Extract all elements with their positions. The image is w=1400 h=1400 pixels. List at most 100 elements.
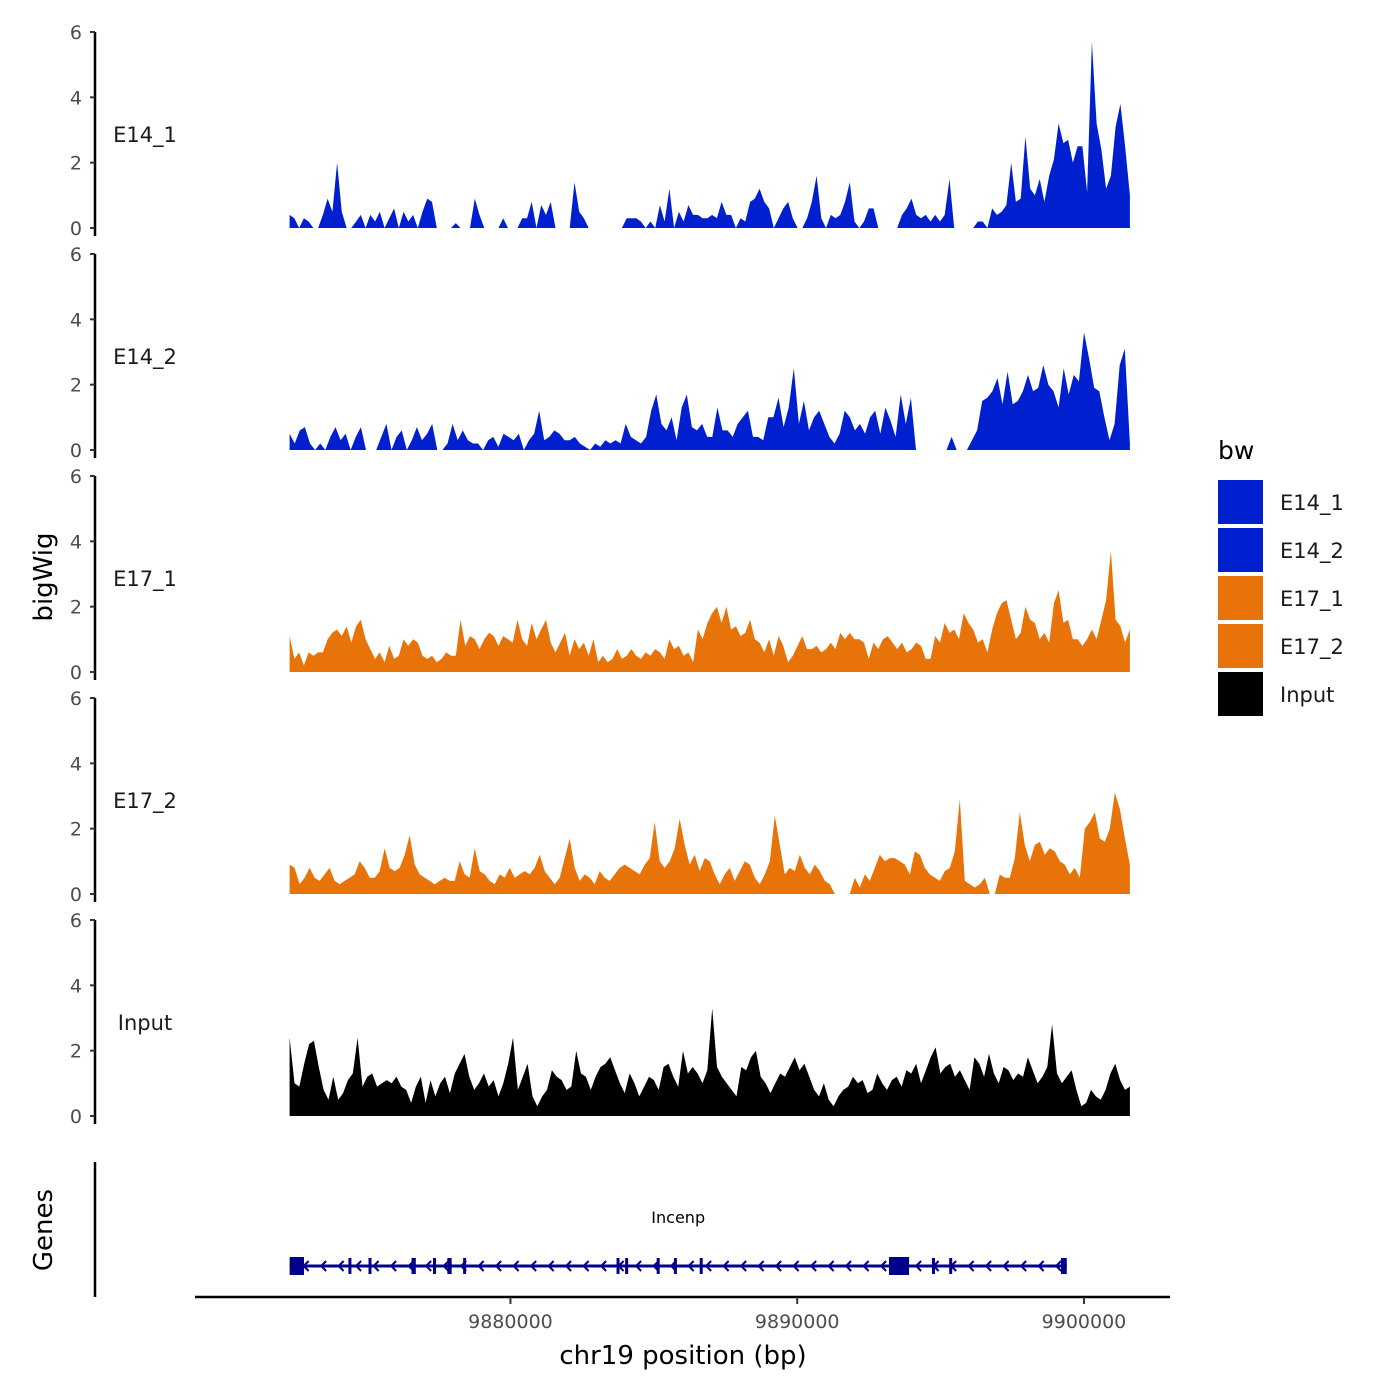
track-panel-e14-2: 0 2 4 6 E14_2 <box>70 244 1130 462</box>
strand-arrow <box>1054 1260 1062 1272</box>
y-tick-label: 6 <box>70 910 82 932</box>
strand-arrow <box>862 1260 870 1272</box>
gene-exon <box>699 1258 703 1274</box>
y-tick-label: 6 <box>70 22 82 44</box>
gene-model: Incenp <box>289 1208 1067 1275</box>
track-label: E14_2 <box>113 345 177 370</box>
track-label: E17_2 <box>113 789 177 814</box>
track-label: E14_1 <box>113 123 177 148</box>
genes-axis-title: Genes <box>29 1189 59 1271</box>
bigwig-track-panels: 0 2 4 6 E14_1 0 2 4 6 E14_2 0 2 4 6 E17_1 0 2 4 6 E17_2 0 2 4 6… <box>70 22 1130 1128</box>
strand-arrow <box>1019 1260 1027 1272</box>
gene-exon <box>888 1257 910 1275</box>
x-axis-title: chr19 position (bp) <box>559 1341 806 1371</box>
signal-area-e14-1 <box>289 41 1130 228</box>
signal-area-e17-2 <box>289 792 1130 894</box>
gene-name-label: Incenp <box>651 1208 705 1227</box>
strand-arrow <box>442 1260 450 1272</box>
x-tick-label: 9880000 <box>468 1311 553 1333</box>
x-tick-label: 9890000 <box>755 1311 840 1333</box>
legend-swatch <box>1218 672 1263 716</box>
y-tick-label: 2 <box>70 1041 82 1063</box>
gene-exon <box>433 1258 437 1274</box>
strand-arrow <box>687 1260 695 1272</box>
strand-arrow <box>582 1260 590 1272</box>
y-tick-label: 2 <box>70 375 82 397</box>
legend-swatch <box>1218 624 1263 668</box>
legend-label: E14_2 <box>1280 539 1344 564</box>
strand-arrow <box>809 1260 817 1272</box>
strand-arrow <box>722 1260 730 1272</box>
strand-arrow <box>967 1260 975 1272</box>
strand-arrow <box>984 1260 992 1272</box>
strand-arrow <box>757 1260 765 1272</box>
strand-arrow <box>319 1260 327 1272</box>
strand-arrow <box>389 1260 397 1272</box>
gene-exon <box>949 1258 953 1274</box>
strand-arrow <box>879 1260 887 1272</box>
strand-arrow <box>914 1260 922 1272</box>
track-panel-input: 0 2 4 6 Input <box>70 910 1130 1128</box>
gene-exon <box>625 1258 629 1274</box>
legend-swatch <box>1218 528 1263 572</box>
gene-exon <box>368 1258 372 1274</box>
strand-arrow <box>739 1260 747 1272</box>
y-tick-label: 0 <box>70 440 82 462</box>
gene-exon <box>447 1258 452 1274</box>
legend-item: E14_2 <box>1218 528 1344 572</box>
y-tick-label: 2 <box>70 597 82 619</box>
y-tick-label: 6 <box>70 244 82 266</box>
gene-exon <box>1061 1258 1067 1274</box>
strand-arrow <box>599 1260 607 1272</box>
strand-arrow <box>477 1260 485 1272</box>
gene-exon <box>931 1258 935 1274</box>
y-axis-title: bigWig <box>29 532 59 621</box>
y-tick-label: 0 <box>70 884 82 906</box>
gene-exon <box>289 1257 304 1275</box>
strand-arrow <box>494 1260 502 1272</box>
legend-item: E17_2 <box>1218 624 1344 668</box>
track-panel-e17-1: 0 2 4 6 E17_1 <box>70 466 1130 684</box>
strand-arrow <box>1002 1260 1010 1272</box>
x-axis: 9880000 9890000 9900000 chr19 position (bp… <box>195 1295 1170 1371</box>
y-tick-label: 4 <box>70 531 82 553</box>
strand-arrow <box>512 1260 520 1272</box>
legend-label: E14_1 <box>1280 491 1344 516</box>
legend-swatch <box>1218 576 1263 620</box>
y-tick-label: 4 <box>70 975 82 997</box>
strand-arrow <box>354 1260 362 1272</box>
y-tick-label: 2 <box>70 153 82 175</box>
gene-exon <box>348 1258 352 1274</box>
signal-area-e14-2 <box>289 332 1130 450</box>
track-panel-e14-1: 0 2 4 6 E14_1 <box>70 22 1130 240</box>
x-tick-label: 9900000 <box>1042 1311 1127 1333</box>
y-tick-label: 2 <box>70 819 82 841</box>
legend-item: E14_1 <box>1218 480 1344 524</box>
strand-arrow <box>774 1260 782 1272</box>
strand-arrow <box>634 1260 642 1272</box>
legend-label: E17_1 <box>1280 587 1344 612</box>
strand-arrow <box>424 1260 432 1272</box>
y-tick-label: 0 <box>70 218 82 240</box>
y-tick-label: 0 <box>70 662 82 684</box>
gene-exon <box>656 1258 660 1274</box>
track-panel-e17-2: 0 2 4 6 E17_2 <box>70 688 1130 906</box>
gene-exon <box>673 1258 677 1274</box>
gene-track-panel: Genes Incenp <box>29 1162 1067 1297</box>
strand-arrow <box>564 1260 572 1272</box>
strand-arrow <box>529 1260 537 1272</box>
gene-exon <box>616 1258 620 1274</box>
track-label: E17_1 <box>113 567 177 592</box>
strand-arrow <box>372 1260 380 1272</box>
signal-area-e17-1 <box>289 551 1130 672</box>
gene-exon <box>411 1258 416 1274</box>
strand-arrow <box>704 1260 712 1272</box>
y-tick-label: 4 <box>70 753 82 775</box>
gene-exon <box>463 1258 467 1274</box>
strand-arrow <box>827 1260 835 1272</box>
strand-arrow <box>1037 1260 1045 1272</box>
y-tick-label: 6 <box>70 466 82 488</box>
y-tick-label: 4 <box>70 309 82 331</box>
legend-label: Input <box>1280 683 1334 707</box>
